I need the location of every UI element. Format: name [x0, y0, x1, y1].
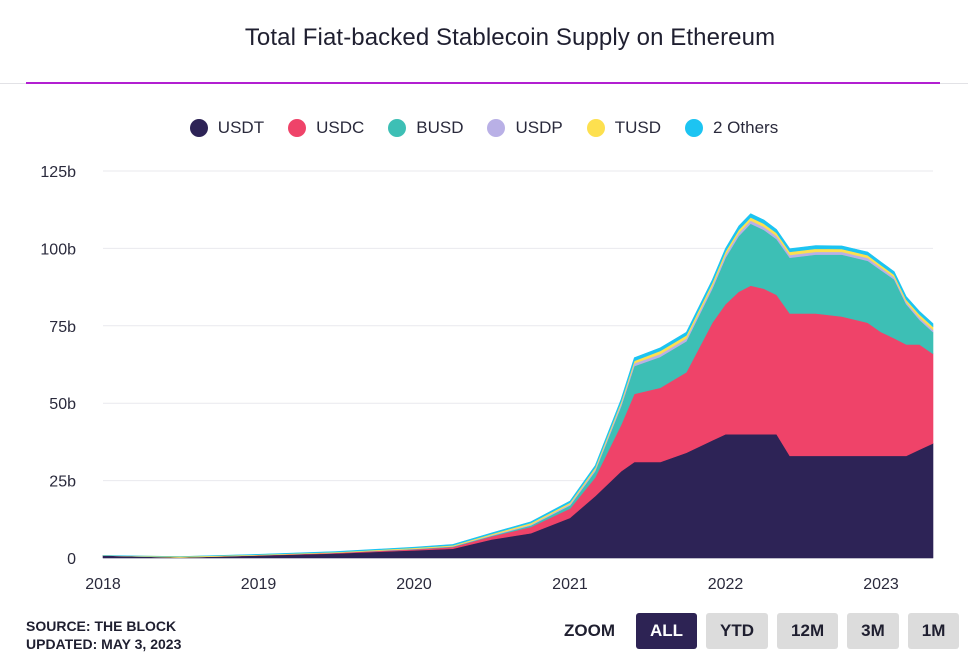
legend-label: BUSD: [416, 118, 464, 137]
legend-dot: [388, 119, 407, 137]
y-tick-label: 0: [67, 551, 76, 568]
zoom-button-3m[interactable]: 3M: [847, 613, 899, 649]
source-label: SOURCE: THE BLOCK: [26, 618, 177, 634]
zoom-button-all[interactable]: ALL: [636, 613, 698, 649]
x-tick-label: 2019: [241, 576, 277, 593]
chart-title: Total Fiat-backed Stablecoin Supply on E…: [244, 24, 776, 51]
area-series: [102, 213, 934, 559]
legend-label: USDT: [217, 118, 265, 137]
legend-item-0[interactable]: USDT: [189, 118, 265, 138]
y-tick-label: 75b: [49, 319, 76, 336]
zoom-button-1m[interactable]: 1M: [907, 613, 960, 649]
legend-dot: [586, 119, 605, 137]
legend-item-2[interactable]: BUSD: [388, 118, 463, 138]
zoom-button-12m[interactable]: 12M: [777, 613, 839, 649]
legend-dot: [288, 119, 307, 137]
legend-label: USDP: [515, 118, 563, 137]
header-accent-line: [26, 82, 940, 84]
chart-legend: USDT USDC BUSD USDP TUSD 2 Others: [0, 118, 968, 138]
y-tick-label: 100b: [40, 241, 76, 258]
y-tick-label: 50b: [49, 396, 76, 413]
footer-source: SOURCE: THE BLOCK UPDATED: MAY 3, 2023: [26, 617, 181, 653]
zoom-controls: ZOOM ALL YTD 12M 3M 1M: [564, 613, 960, 649]
legend-label: USDC: [316, 118, 365, 137]
x-tick-label: 2022: [708, 576, 744, 593]
legend-dot: [189, 119, 208, 137]
updated-label: UPDATED: MAY 3, 2023: [26, 636, 182, 652]
x-tick-label: 2020: [396, 576, 432, 593]
legend-label: TUSD: [614, 118, 661, 137]
y-tick-label: 25b: [49, 474, 76, 491]
legend-item-1[interactable]: USDC: [288, 118, 364, 138]
legend-dot: [685, 119, 703, 137]
zoom-button-ytd[interactable]: YTD: [706, 613, 769, 649]
y-tick-label: 125b: [40, 164, 76, 181]
legend-dot: [487, 119, 506, 137]
legend-item-3[interactable]: USDP: [487, 118, 563, 138]
axis-labels: 0 25b 50b 75b 100b 125b 2018 2019 2020 2021 2022 20…: [40, 164, 899, 593]
legend-item-4[interactable]: TUSD: [586, 118, 661, 138]
x-tick-label: 2021: [552, 576, 588, 593]
x-tick-label: 2023: [863, 576, 899, 593]
area-series-2-others: [102, 213, 934, 557]
zoom-label: ZOOM: [564, 621, 615, 640]
stacked-area-chart: 0 25b 50b 75b 100b 125b 2018 2019 2020 2021 2022 20…: [40, 164, 934, 593]
x-tick-label: 2018: [85, 576, 121, 593]
legend-item-5[interactable]: 2 Others: [685, 118, 778, 138]
legend-label: 2 Others: [713, 118, 779, 137]
